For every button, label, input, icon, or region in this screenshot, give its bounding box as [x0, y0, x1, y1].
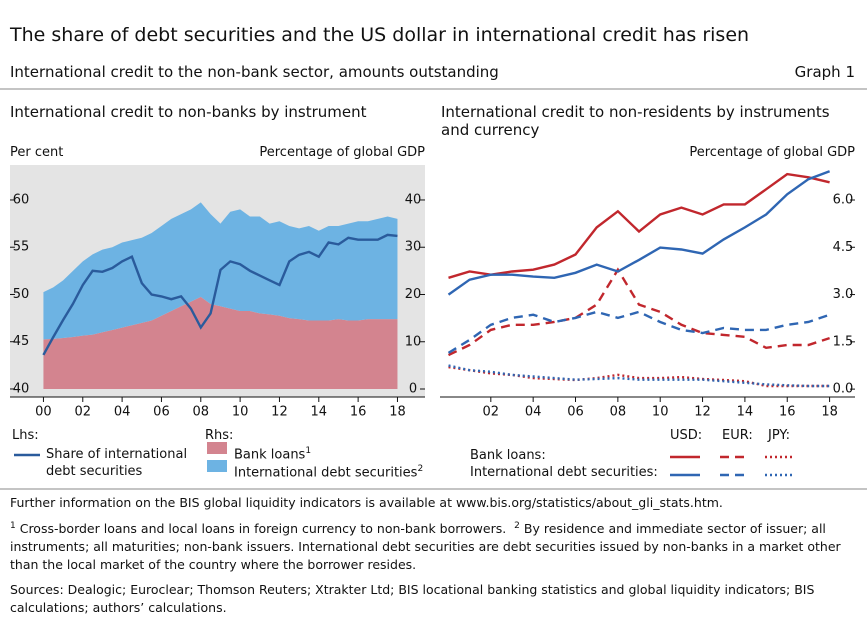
y-axis-label: Per cent	[10, 145, 64, 160]
x-tick-label: 16	[350, 405, 367, 420]
footer-info: Further information on the BIS global li…	[10, 495, 723, 510]
y-tick-label: 40	[405, 192, 422, 207]
x-tick-label: 08	[193, 405, 210, 420]
footnote-text: By residence and immediate sector of iss…	[10, 521, 841, 573]
y-tick-label: 0	[409, 382, 417, 397]
legend-swatch	[207, 460, 227, 472]
legend-heading: Lhs:	[12, 428, 39, 443]
x-tick-label: 12	[271, 405, 288, 420]
x-tick-label: 02	[74, 405, 91, 420]
y-tick-label: 6.0	[833, 192, 854, 207]
line	[447, 310, 830, 354]
footnote: 2 By residence and immediate sector of i…	[10, 521, 841, 572]
x-tick-label: 12	[694, 405, 711, 420]
x-tick-label: 14	[311, 405, 328, 420]
y2-axis-label: Percentage of global GDP	[259, 145, 425, 160]
area	[43, 296, 398, 390]
graph-label: Graph 1	[794, 63, 855, 81]
x-tick-label: 06	[567, 405, 584, 420]
legend-text: International debt securities	[234, 465, 418, 481]
legend-heading: Rhs:	[205, 428, 234, 443]
x-tick-label: 02	[483, 405, 500, 420]
footnote-ref: 1	[305, 446, 312, 456]
line	[42, 233, 398, 356]
legend-label: International debt securities:	[470, 465, 658, 480]
legend-label: International debt securities2	[234, 464, 423, 480]
y-tick-label: 1.5	[833, 334, 854, 349]
x-tick-label: 10	[652, 405, 669, 420]
legend-swatch	[207, 442, 227, 454]
line	[447, 267, 830, 357]
y-tick-label: 45	[13, 334, 30, 349]
y2-axis-label: Percentage of global GDP	[689, 145, 855, 160]
y-tick-label: 50	[13, 287, 30, 302]
x-tick-label: 06	[153, 405, 170, 420]
panel-title: International credit to non-residents by…	[441, 103, 830, 139]
line	[448, 365, 830, 388]
x-tick-label: 16	[779, 405, 796, 420]
x-tick-label: 18	[821, 405, 838, 420]
line	[448, 364, 830, 388]
y-tick-label: 4.5	[833, 240, 854, 255]
legend-heading: EUR:	[722, 428, 753, 443]
legend-label: Bank loans1	[234, 446, 311, 462]
footnote-mark: 2	[514, 521, 520, 531]
x-tick-label: 08	[610, 405, 627, 420]
x-tick-label: 04	[114, 405, 131, 420]
y-tick-label: 0.0	[833, 382, 854, 397]
legend-label: Share of international debt securities	[46, 447, 188, 479]
y-tick-label: 3.0	[833, 287, 854, 302]
page-subtitle: International credit to the non-bank sec…	[10, 63, 499, 81]
x-tick-label: 10	[232, 405, 249, 420]
legend-label: Bank loans:	[470, 448, 546, 463]
x-tick-label: 18	[389, 405, 406, 420]
x-tick-label: 00	[35, 405, 52, 420]
legend-heading: USD:	[670, 428, 703, 443]
y-tick-label: 60	[13, 192, 30, 207]
sources: Sources: Dealogic; Euroclear; Thomson Re…	[10, 582, 815, 615]
line	[448, 172, 830, 279]
panel-title: International credit to non-banks by ins…	[10, 103, 367, 121]
footnote-mark: 1	[10, 521, 16, 531]
line	[447, 170, 831, 296]
footnote-text: Cross-border loans and local loans in fo…	[19, 521, 507, 537]
y-tick-label: 10	[405, 334, 422, 349]
y-tick-label: 30	[405, 240, 422, 255]
legend-text: Bank loans	[234, 447, 306, 463]
footnotes: 1 Cross-border loans and local loans in …	[10, 517, 860, 574]
footnote: 1 Cross-border loans and local loans in …	[10, 521, 506, 536]
page-title: The share of debt securities and the US …	[10, 24, 750, 46]
legend-heading: JPY:	[768, 428, 790, 443]
x-tick-label: 04	[525, 405, 542, 420]
footnote-ref: 2	[417, 464, 424, 474]
x-tick-label: 14	[737, 405, 754, 420]
y-tick-label: 55	[13, 240, 30, 255]
y-tick-label: 40	[13, 381, 30, 396]
y-tick-label: 20	[405, 287, 422, 302]
